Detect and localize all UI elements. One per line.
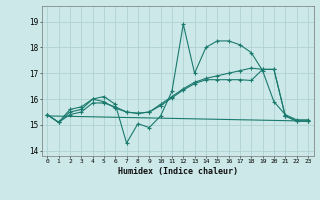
X-axis label: Humidex (Indice chaleur): Humidex (Indice chaleur) bbox=[118, 167, 237, 176]
